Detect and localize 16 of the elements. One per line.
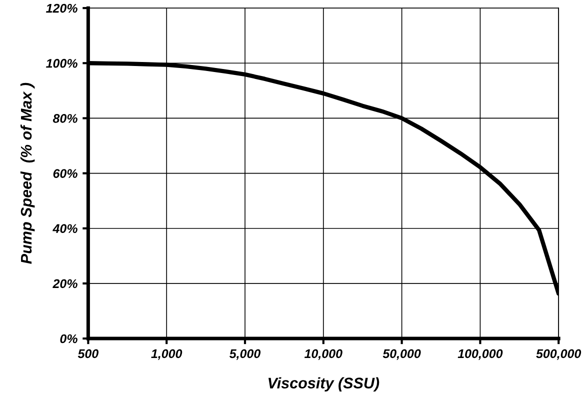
- x-tick-label: 5,000: [229, 349, 261, 360]
- y-tick-label: 120%: [46, 4, 78, 13]
- y-tick-label: 40%: [52, 224, 78, 234]
- y-axis-title: Pump Speed (% of Max ): [20, 82, 35, 264]
- x-tick-label: 100,000: [458, 349, 503, 360]
- x-tick-label: 10,000: [304, 349, 342, 360]
- y-tick-label: 100%: [46, 58, 78, 68]
- x-tick-label: 500,000: [536, 349, 582, 360]
- x-tick-label: 50,000: [382, 349, 421, 360]
- y-tick-label: 80%: [52, 114, 78, 123]
- x-tick-label: 500: [78, 349, 99, 358]
- y-tick-label: 0%: [60, 334, 78, 344]
- y-tick-label: 20%: [52, 279, 78, 288]
- y-tick-label: 60%: [53, 169, 78, 178]
- x-tick-label: 1,000: [151, 349, 182, 360]
- x-axis-title: Viscosity (SSU): [268, 377, 380, 392]
